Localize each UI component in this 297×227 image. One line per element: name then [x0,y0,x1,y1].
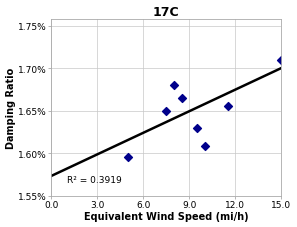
Point [195,126,199,130]
X-axis label: Equivalent Wind Speed (mi/h): Equivalent Wind Speed (mi/h) [84,212,249,222]
Point [279,58,284,62]
Point [202,145,207,148]
Point [164,109,169,113]
Title: 17C: 17C [153,5,180,18]
Text: R² = 0.3919: R² = 0.3919 [67,175,121,184]
Point [126,156,130,159]
Point [179,96,184,100]
Point [225,105,230,109]
Point [172,84,176,87]
Y-axis label: Damping Ratio: Damping Ratio [6,67,15,148]
